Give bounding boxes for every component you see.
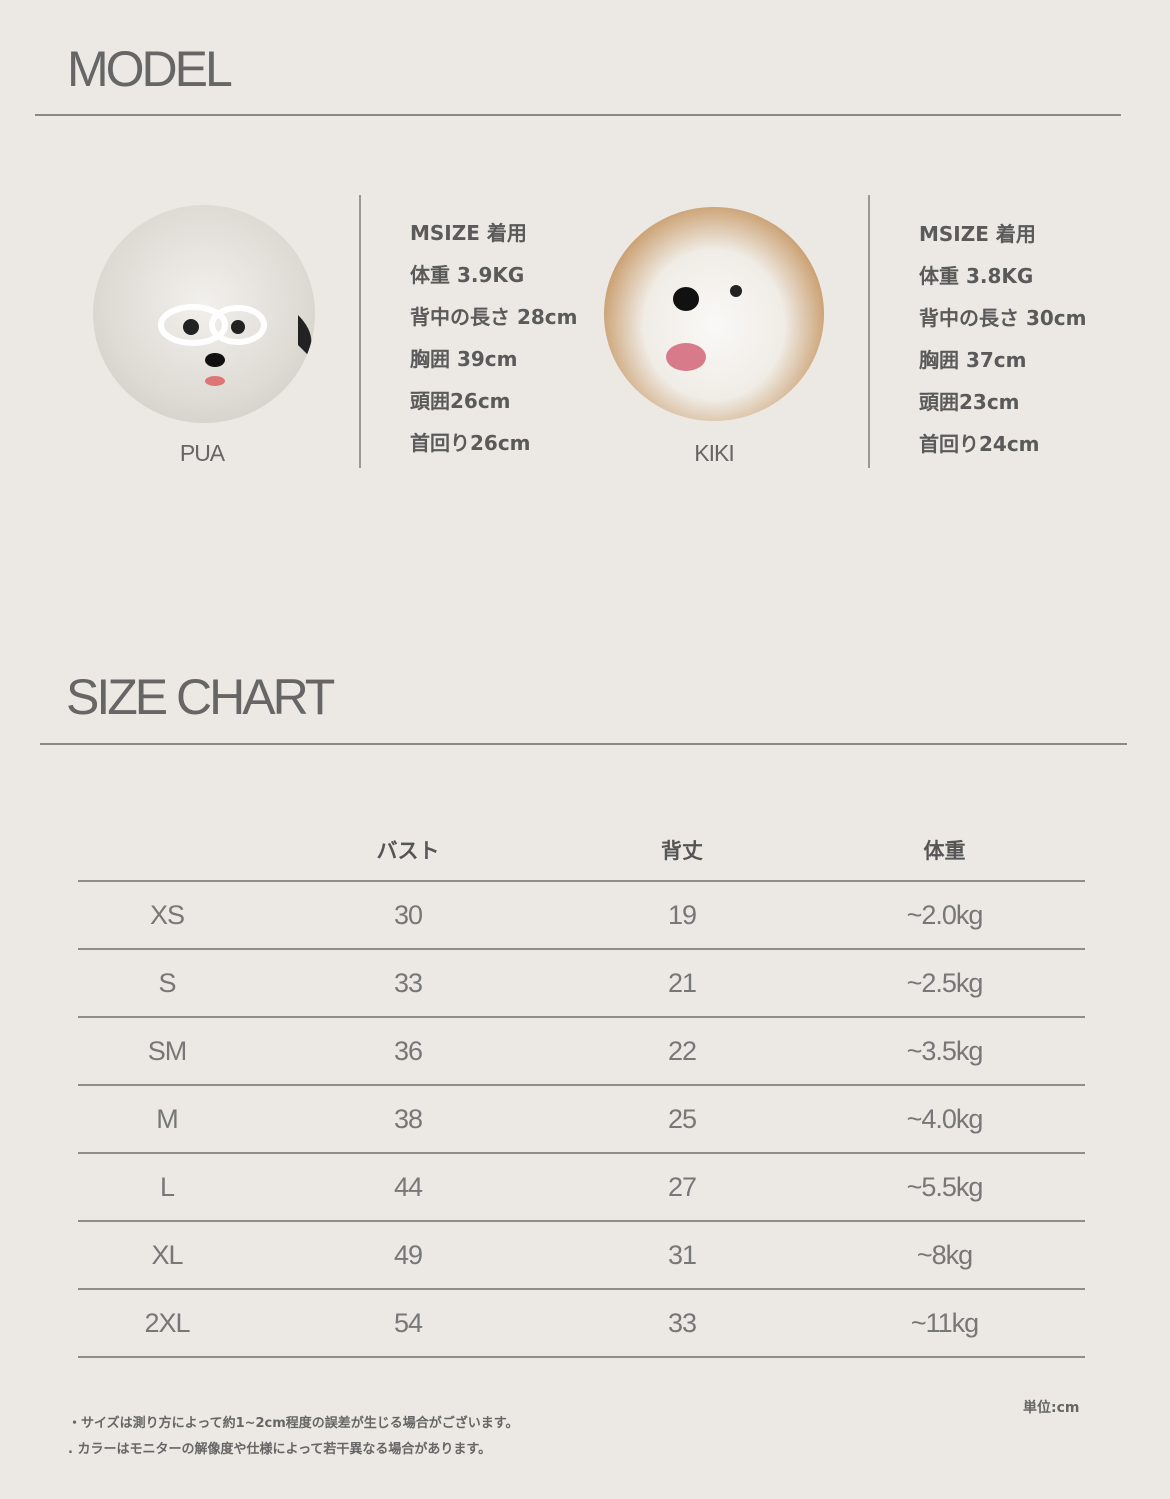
table-cell: 33 xyxy=(667,1307,697,1338)
spec-line: 頭囲23cm xyxy=(919,390,1020,414)
divider xyxy=(868,195,870,468)
table-cell: ~5.5kg xyxy=(906,1171,984,1202)
spec-line: 背中の長さ 30cm xyxy=(919,306,1087,330)
table-cell: SM xyxy=(147,1035,188,1066)
table-cell: 25 xyxy=(667,1103,697,1134)
header-cell: 体重 xyxy=(923,839,966,863)
table-cell: 44 xyxy=(393,1171,423,1202)
table-cell: 36 xyxy=(393,1035,423,1066)
table-cell: ~11kg xyxy=(910,1307,979,1338)
table-row: XS 30 19 ~2.0kg xyxy=(78,882,1085,950)
unit-label: 単位:cm xyxy=(1023,1400,1080,1416)
table-row: XL 49 31 ~8kg xyxy=(78,1222,1085,1290)
divider xyxy=(35,114,1121,116)
table-cell: ~3.5kg xyxy=(906,1035,984,1066)
spec-line: 首回り26cm xyxy=(410,431,531,455)
size-chart-title: SIZE CHART xyxy=(66,669,335,725)
kiki-specs: MSIZE 着用 体重 3.8KG 背中の長さ 30cm 胸囲 37cm 頭囲2… xyxy=(919,213,1087,465)
table-row: M 38 25 ~4.0kg xyxy=(78,1086,1085,1154)
pua-photo xyxy=(93,205,315,423)
table-cell: ~2.5kg xyxy=(906,967,984,998)
table-cell: ~4.0kg xyxy=(906,1103,984,1134)
table-cell: 2XL xyxy=(144,1307,190,1338)
dog-name: PUA xyxy=(179,440,225,466)
table-cell: 33 xyxy=(393,967,423,998)
note: ・サイズは測り方によって約1~2cm程度の誤差が生じる場合がございます。 xyxy=(68,1416,519,1431)
table-cell: 54 xyxy=(393,1307,423,1338)
table-cell: ~2.0kg xyxy=(906,899,984,930)
header-cell: バスト xyxy=(376,839,440,863)
pua-specs: MSIZE 着用 体重 3.9KG 背中の長さ 28cm 胸囲 39cm 頭囲2… xyxy=(410,212,578,464)
table-cell: S xyxy=(158,967,176,998)
table-cell: 31 xyxy=(667,1239,697,1270)
table-row: SM 36 22 ~3.5kg xyxy=(78,1018,1085,1086)
spec-line: MSIZE 着用 xyxy=(410,221,527,245)
divider xyxy=(359,195,361,468)
spec-line: 胸囲 39cm xyxy=(410,347,518,371)
dog-name: KIKI xyxy=(694,440,734,466)
divider xyxy=(40,743,1127,745)
table-cell: M xyxy=(156,1103,179,1134)
table-cell: XS xyxy=(149,899,185,930)
size-table: バスト 背丈 体重 XS 30 19 ~2.0kg S 33 21 ~2.5kg SM 36 22 ~… xyxy=(78,820,1085,1358)
table-cell: XL xyxy=(151,1239,183,1270)
spec-line: 首回り24cm xyxy=(919,432,1040,456)
table-row: 2XL 54 33 ~11kg xyxy=(78,1290,1085,1358)
table-cell: 21 xyxy=(667,967,697,998)
table-cell: ~8kg xyxy=(916,1239,973,1270)
spec-line: 胸囲 37cm xyxy=(919,348,1027,372)
table-row: S 33 21 ~2.5kg xyxy=(78,950,1085,1018)
spec-line: 頭囲26cm xyxy=(410,389,511,413)
header-cell: 背丈 xyxy=(661,839,703,863)
table-cell: 38 xyxy=(393,1103,423,1134)
table-cell: L xyxy=(159,1171,175,1202)
table-header: バスト 背丈 体重 xyxy=(78,820,1085,882)
kiki-photo xyxy=(604,207,824,421)
note: . カラーはモニターの解像度や仕様によって若干異なる場合があります。 xyxy=(68,1442,492,1457)
table-cell: 30 xyxy=(393,899,423,930)
spec-line: 背中の長さ 28cm xyxy=(410,305,578,329)
table-cell: 27 xyxy=(667,1171,697,1202)
table-cell: 19 xyxy=(667,899,697,930)
table-cell: 49 xyxy=(393,1239,423,1270)
spec-line: 体重 3.9KG xyxy=(410,263,525,287)
model-title: MODEL xyxy=(67,41,233,97)
table-cell: 22 xyxy=(667,1035,697,1066)
table-row: L 44 27 ~5.5kg xyxy=(78,1154,1085,1222)
spec-line: MSIZE 着用 xyxy=(919,222,1036,246)
spec-line: 体重 3.8KG xyxy=(919,264,1034,288)
